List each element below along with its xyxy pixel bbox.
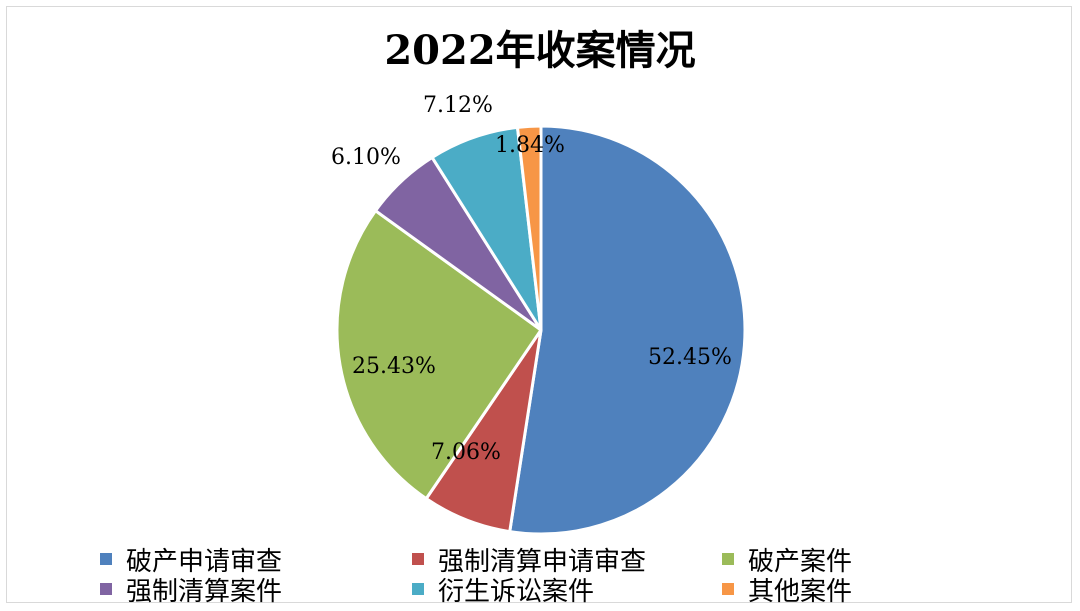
data-label-3: 6.10% <box>331 145 401 170</box>
legend-item-2: 破产案件 <box>722 544 852 577</box>
data-label-4: 7.12% <box>423 93 493 118</box>
pie-slice-2 <box>335 209 543 501</box>
legend-item-5: 其他案件 <box>722 574 852 607</box>
legend-swatch-1 <box>412 553 424 565</box>
data-label-1: 7.06% <box>431 440 501 465</box>
legend-label-4: 衍生诉讼案件 <box>438 576 595 607</box>
legend-label-0: 破产申请审查 <box>126 546 283 577</box>
legend-item-0: 破产申请审查 <box>100 544 282 577</box>
data-label-5: 1.84% <box>495 133 565 158</box>
legend-label-1: 强制清算申请审查 <box>438 546 647 577</box>
legend-swatch-4 <box>412 583 424 595</box>
legend-swatch-5 <box>722 583 734 595</box>
legend-swatch-3 <box>100 583 112 595</box>
legend-swatch-0 <box>100 553 112 565</box>
legend-label-5: 其他案件 <box>748 576 853 607</box>
legend-item-3: 强制清算案件 <box>100 574 282 607</box>
legend-label-3: 强制清算案件 <box>126 576 283 607</box>
pie-slice-5 <box>515 124 543 332</box>
data-label-2: 25.43% <box>352 354 436 379</box>
legend-swatch-2 <box>722 553 734 565</box>
legend-item-1: 强制清算申请审查 <box>412 544 646 577</box>
legend-item-4: 衍生诉讼案件 <box>412 574 594 607</box>
chart-title: 2022年收案情况 <box>384 27 696 74</box>
legend: 破产申请审查 强制清算申请审查 破产案件 强制清算案件 衍生诉讼案件 其他案件 <box>0 544 1080 607</box>
legend-label-2: 破产案件 <box>748 546 853 577</box>
data-label-0: 52.45% <box>648 345 732 370</box>
pie-slice-0 <box>508 124 747 536</box>
